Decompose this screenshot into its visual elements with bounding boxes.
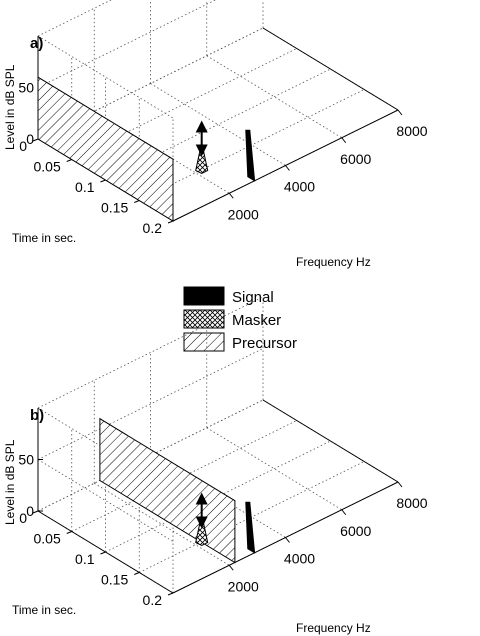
- legend-label-masker: Masker: [232, 312, 281, 329]
- panel-b-y-tick-label: 0.1: [75, 551, 95, 567]
- panel-b-x-tick: [285, 537, 290, 543]
- panel-a-masker-arrow-down-icon: [195, 144, 208, 157]
- panel-a-y-tick: [134, 200, 140, 203]
- legend-swatch-signal: [183, 286, 225, 306]
- legend-label-signal: Signal: [232, 289, 274, 306]
- panel-a-masker-arrow-up-icon: [195, 120, 208, 133]
- panel-b-signal-band: [245, 501, 256, 554]
- panel-a-x-tick-label: 4000: [284, 179, 315, 195]
- panel-a-grid-line: [105, 68, 331, 181]
- panel-b-z-axis-label: Level in dB SPL: [3, 439, 17, 525]
- panel-b-grid-line: [37, 348, 264, 460]
- panel-a-grid-line: [71, 48, 297, 160]
- panel-b-masker-arrow-up-icon: [195, 492, 208, 505]
- panel-b-axis-line: [262, 399, 399, 483]
- panel-b-x-tick: [397, 481, 403, 488]
- panel-a-x-axis-label: Frequency Hz: [296, 255, 371, 269]
- panel-a-x-tick-label: 8000: [396, 123, 427, 139]
- panel-a-y-tick-label: 0.05: [34, 159, 61, 175]
- panel-b-y-tick-label: 0.05: [34, 531, 61, 547]
- panel-b-y-tick: [100, 551, 106, 555]
- panel-b-y-axis-label: Time in sec.: [12, 603, 76, 617]
- panel-a-z-tick-label: 50: [18, 80, 34, 96]
- panel-a-z-axis-label: Level in dB SPL: [3, 64, 17, 150]
- panel-a-x-tick-label: 2000: [228, 206, 259, 222]
- panel-b-label: b): [30, 407, 44, 424]
- panel-a-y-tick: [100, 179, 106, 183]
- panel-b-y-tick: [134, 572, 140, 575]
- panel-a-y-axis-label: Time in sec.: [12, 231, 76, 245]
- panel-a-y-tick-label: 0: [19, 138, 27, 154]
- panel-b-y-tick: [66, 531, 72, 534]
- panel-b-x-tick-label: 6000: [340, 523, 371, 539]
- panel-a-y-tick-label: 0.2: [143, 220, 163, 236]
- panel-a-axis-line: [262, 27, 399, 111]
- panel-b-grid-line: [37, 296, 264, 409]
- panel-a-y-tick-label: 0.15: [101, 200, 128, 216]
- panel-b-x-tick: [341, 509, 347, 516]
- panel-b-y-tick-label: 0.2: [143, 592, 163, 608]
- panel-a-label: a): [30, 35, 43, 52]
- panel-a-y-tick: [167, 220, 174, 224]
- panel-b-y-tick-label: 0.15: [101, 572, 128, 588]
- panel-b-precursor-band: [99, 417, 236, 564]
- panel-b-grid-line: [139, 461, 365, 573]
- panel-b-x-tick-label: 4000: [284, 551, 315, 567]
- panel-b-x-tick-label: 8000: [396, 495, 427, 511]
- legend-swatch-precursor: [183, 332, 225, 352]
- panel-a-z-tick-label: 0: [26, 131, 34, 147]
- panel-a-y-tick-label: 0.1: [75, 179, 95, 195]
- legend-swatch-masker: [183, 309, 225, 329]
- panel-a-grid-line: [139, 89, 365, 201]
- panel-b-z-tick-label: 50: [18, 452, 34, 468]
- panel-a-grid-line: [37, 27, 264, 140]
- panel-a-grid-line: [37, 0, 217, 88]
- panel-b-x-tick: [228, 564, 234, 571]
- panel-b-y-tick: [32, 510, 39, 514]
- panel-a-x-tick-label: 6000: [340, 151, 371, 167]
- panel-a-y-tick: [66, 159, 72, 162]
- panel-a-x-tick: [397, 109, 403, 116]
- panel-b-y-tick: [167, 592, 174, 596]
- panel-a-x-tick: [285, 165, 290, 171]
- panel-b-masker-arrow-down-icon: [195, 516, 208, 529]
- panel-b-x-tick-label: 2000: [228, 578, 259, 594]
- panel-a-y-tick: [32, 138, 39, 142]
- legend-label-precursor: Precursor: [232, 335, 297, 352]
- legend: Signal Masker Precursor: [183, 286, 297, 352]
- panel-a-signal-band: [245, 129, 256, 182]
- panel-b: b) Level in dB SPL Time in sec. Frequenc…: [3, 296, 428, 635]
- panel-b-y-tick-label: 0: [19, 510, 27, 526]
- panel-a-x-tick: [228, 192, 234, 199]
- panel-a-x-tick: [341, 137, 347, 144]
- panel-b-z-tick-label: 0: [26, 503, 34, 519]
- panel-a: a) Level in dB SPL Time in sec. Frequenc…: [3, 0, 428, 269]
- panel-b-x-axis-label: Frequency Hz: [296, 621, 371, 635]
- panel-a-precursor-band: [37, 76, 174, 222]
